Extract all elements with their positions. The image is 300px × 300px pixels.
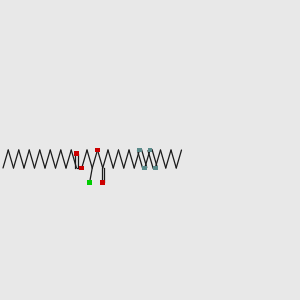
Bar xyxy=(148,148,152,152)
Bar xyxy=(80,166,84,170)
Bar xyxy=(153,166,158,170)
Bar xyxy=(100,180,105,185)
Bar xyxy=(137,148,142,152)
Bar xyxy=(87,180,92,185)
Bar xyxy=(142,166,147,170)
Bar xyxy=(95,148,100,152)
Bar xyxy=(74,151,79,156)
